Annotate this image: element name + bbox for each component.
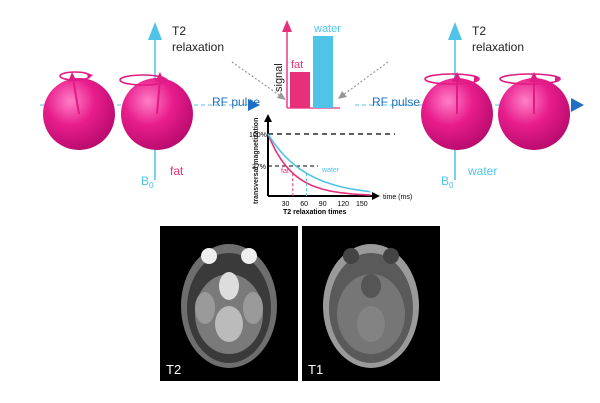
cerebellum	[357, 306, 385, 342]
temporal-lobe	[243, 292, 263, 324]
decay-xlabel: T2 relaxation times	[283, 209, 347, 216]
signal-bar-label-fat: fat	[291, 59, 303, 71]
right-title-line2: relaxation	[472, 40, 524, 54]
x-tick-150: 150	[356, 201, 368, 208]
left-panel: T2 relaxation RF pulse B0 fat	[40, 22, 260, 190]
right-rf-label: RF pulse	[372, 95, 420, 109]
precession-ring-icon	[424, 73, 480, 85]
pointer-arrowhead-icon	[277, 92, 286, 100]
pointer-arrowhead-icon	[338, 91, 347, 99]
signal-axis-arrowhead-icon	[282, 20, 292, 32]
rf-pulse-arrowhead-icon	[571, 98, 584, 112]
rotation-arrow-icon	[555, 76, 561, 82]
csf-region	[361, 274, 381, 298]
signal-ylabel: signal	[273, 63, 285, 92]
csf-region	[219, 272, 239, 300]
right-panel: T2 relaxation RF pulse B0 water	[355, 22, 584, 190]
mri-t1-drawing	[323, 244, 419, 368]
precession-ring-icon	[499, 73, 561, 85]
decay-curve-fat	[267, 133, 371, 196]
spin-vector-2	[156, 79, 161, 115]
y-tick-37: 37%	[252, 164, 266, 171]
spin-arrowhead-icon	[529, 72, 539, 82]
x-unit-label: time (ms)	[383, 194, 412, 201]
mri-t2-drawing	[181, 244, 277, 368]
b0-axis-arrowhead-icon	[148, 22, 162, 40]
left-tissue-label: fat	[170, 164, 184, 178]
decay-axis-arrowhead-icon	[264, 114, 272, 122]
left-title-line1: T2	[172, 24, 186, 38]
mri-label-t1: T1	[308, 362, 324, 377]
signal-bar-fat	[290, 72, 310, 108]
right-b0-label: B0	[441, 174, 454, 190]
signal-bar-chart: signal fat water	[273, 20, 341, 109]
left-rf-label: RF pulse	[212, 95, 260, 109]
x-tick-90: 90	[319, 201, 327, 208]
fat-curve-label: fat	[281, 168, 289, 175]
spin-arrowhead-icon	[452, 72, 462, 82]
left-eye	[343, 248, 359, 264]
decay-axis-arrowhead-icon	[372, 192, 380, 200]
right-title-line1: T2	[472, 24, 486, 38]
left-b0-label: B0	[141, 174, 154, 190]
b0-axis-arrowhead-icon	[448, 22, 462, 40]
decay-chart: transversal magnetization 100% 37% time …	[249, 114, 412, 216]
x-tick-120: 120	[337, 201, 349, 208]
mri-image-t1: T1	[302, 226, 440, 381]
x-tick-60: 60	[300, 201, 308, 208]
decay-ylabel: transversal magnetization	[253, 118, 260, 204]
decay-curve-water	[267, 133, 371, 193]
signal-bar-water	[313, 36, 333, 108]
rotation-arrow-icon	[474, 76, 480, 82]
right-eye	[383, 248, 399, 264]
y-tick-100: 100%	[249, 132, 267, 139]
left-eye	[201, 248, 217, 264]
water-curve-label: water	[321, 167, 340, 174]
x-tick-30: 30	[282, 201, 290, 208]
spin-vector-1	[72, 77, 80, 115]
left-title-line2: relaxation	[172, 40, 224, 54]
mri-image-t2: T2	[160, 226, 298, 381]
rf-pulse-arrowhead-icon	[248, 99, 260, 111]
right-pointer-line	[342, 61, 389, 96]
cerebellum	[215, 306, 243, 342]
temporal-lobe	[195, 292, 215, 324]
right-eye	[241, 248, 257, 264]
rotation-arrow-icon	[162, 77, 168, 83]
mri-label-t2: T2	[166, 362, 182, 377]
signal-bar-label-water: water	[313, 23, 341, 35]
right-tissue-label: water	[467, 164, 497, 178]
rotation-arrow-icon	[87, 73, 93, 79]
